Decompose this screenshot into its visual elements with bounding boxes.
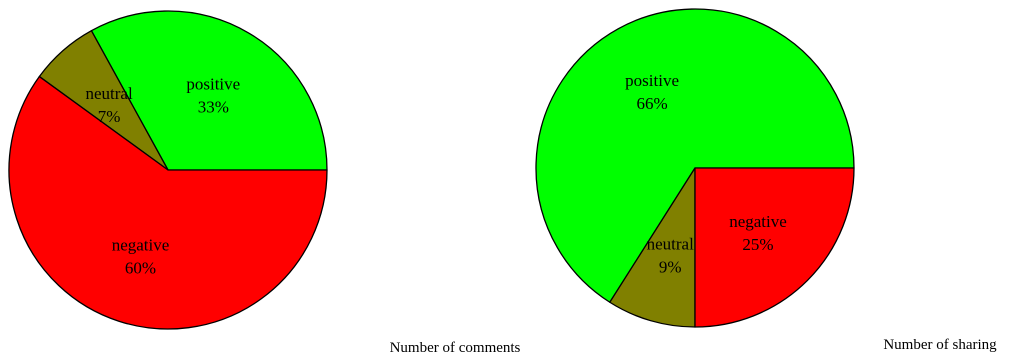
sharing-chart-caption: Number of sharing bbox=[883, 337, 997, 353]
comments-slice-positive bbox=[90, 10, 328, 171]
sharing-slice-value-neutral: 9% bbox=[659, 258, 682, 277]
comments-slice-name-negative: negative bbox=[112, 236, 170, 255]
sharing-slice-positive bbox=[535, 8, 855, 303]
comments-slice-name-positive: positive bbox=[186, 74, 240, 93]
comments-slice-value-neutral: 7% bbox=[98, 107, 121, 126]
comments-pie-slices bbox=[8, 10, 328, 330]
comments-pie-labels: positive 33% neutral 7% negative 60% bbox=[85, 74, 240, 277]
sharing-slice-value-negative: 25% bbox=[742, 235, 773, 254]
sharing-pie-chart: positive 66% neutral 9% negative 25% Number o… bbox=[535, 8, 997, 353]
sharing-slice-name-neutral: neutral bbox=[647, 235, 694, 254]
sharing-pie-labels: positive 66% neutral 9% negative 25% bbox=[625, 71, 787, 277]
comments-slice-value-positive: 33% bbox=[198, 97, 229, 116]
comments-slice-name-neutral: neutral bbox=[85, 84, 132, 103]
sharing-slice-negative bbox=[694, 167, 855, 328]
sharing-slice-value-positive: 66% bbox=[637, 94, 668, 113]
sharing-pie-slices bbox=[535, 8, 855, 328]
comments-chart-caption: Number of comments bbox=[390, 340, 521, 356]
sharing-slice-name-positive: positive bbox=[625, 71, 679, 90]
comments-slice-value-negative: 60% bbox=[125, 259, 156, 278]
sharing-slice-neutral bbox=[609, 167, 696, 328]
comments-slice-negative bbox=[8, 75, 328, 330]
comments-pie-chart: positive 33% neutral 7% negative 60% Number o… bbox=[8, 10, 521, 356]
sharing-slice-name-negative: negative bbox=[729, 212, 787, 231]
